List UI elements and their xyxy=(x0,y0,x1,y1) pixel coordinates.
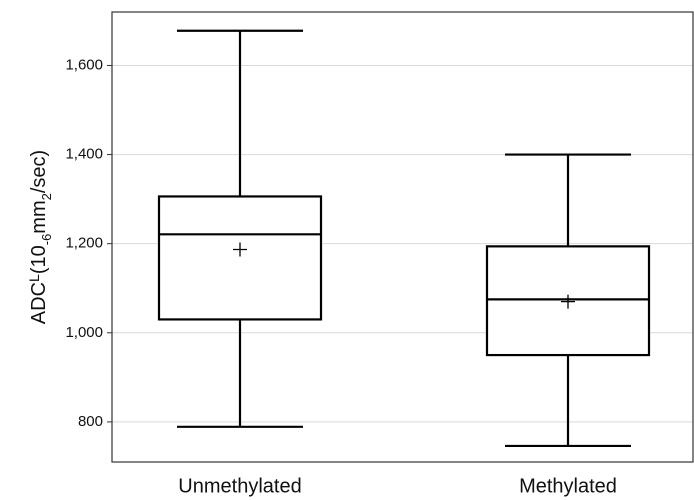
y-axis-label-part: -6 xyxy=(39,234,54,246)
y-axis-label-part: 2 xyxy=(39,193,54,200)
y-tick-label: 1,000 xyxy=(65,324,103,341)
y-tick-label: 1,200 xyxy=(65,235,103,252)
x-tick-label: Methylated xyxy=(519,475,617,497)
y-axis-label-part: L xyxy=(26,274,42,282)
y-tick-label: 1,600 xyxy=(65,56,103,73)
mean-marker xyxy=(561,294,575,309)
x-tick-label: Unmethylated xyxy=(178,475,301,497)
y-tick-label: 800 xyxy=(78,413,103,430)
plot-frame xyxy=(111,11,694,463)
y-axis-label-part: (10 xyxy=(28,245,50,274)
y-tick-label: 1,400 xyxy=(65,146,103,163)
y-axis-label-part: /sec) xyxy=(28,150,50,193)
box xyxy=(157,195,323,321)
y-axis-label-part: mm xyxy=(28,200,50,233)
y-axis-label: ADCL(10-6mm2/sec) xyxy=(26,150,55,324)
mean-marker xyxy=(233,242,247,257)
y-axis-label-part: ADC xyxy=(28,282,50,324)
